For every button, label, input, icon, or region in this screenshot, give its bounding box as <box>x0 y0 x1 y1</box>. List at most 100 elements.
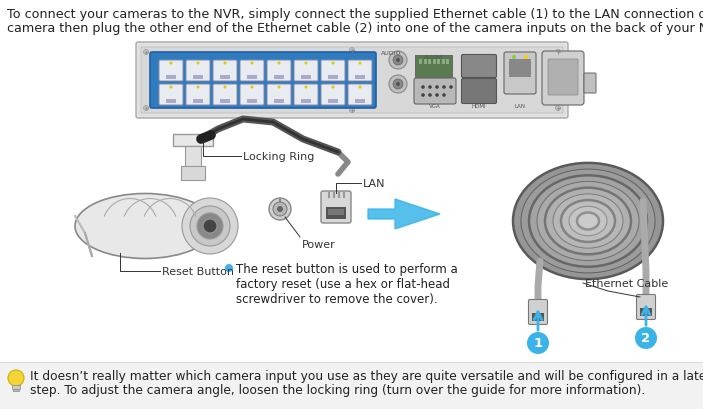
FancyBboxPatch shape <box>348 85 372 106</box>
FancyBboxPatch shape <box>294 61 318 82</box>
Ellipse shape <box>553 194 623 249</box>
FancyBboxPatch shape <box>415 56 452 78</box>
Bar <box>326 207 346 220</box>
FancyBboxPatch shape <box>213 85 237 106</box>
Circle shape <box>225 264 233 272</box>
Circle shape <box>396 59 400 63</box>
Circle shape <box>304 62 307 65</box>
Bar <box>328 100 338 104</box>
Ellipse shape <box>513 164 663 279</box>
Circle shape <box>349 108 354 113</box>
FancyBboxPatch shape <box>321 85 345 106</box>
Text: LAN: LAN <box>363 179 385 189</box>
Bar <box>193 76 203 80</box>
Bar <box>428 60 431 65</box>
Circle shape <box>277 207 283 213</box>
Bar <box>274 100 284 104</box>
Circle shape <box>143 106 148 111</box>
Circle shape <box>527 332 549 354</box>
Circle shape <box>396 83 400 87</box>
Text: 1: 1 <box>534 337 543 350</box>
Circle shape <box>269 198 291 220</box>
Circle shape <box>304 86 307 89</box>
FancyBboxPatch shape <box>141 48 563 114</box>
FancyBboxPatch shape <box>186 61 210 82</box>
FancyBboxPatch shape <box>294 85 318 106</box>
Bar <box>220 100 230 104</box>
Circle shape <box>182 198 238 254</box>
Circle shape <box>273 202 287 216</box>
Bar <box>220 76 230 80</box>
Circle shape <box>169 62 172 65</box>
Bar <box>437 60 440 65</box>
Circle shape <box>332 62 335 65</box>
Circle shape <box>169 86 172 89</box>
Bar <box>301 76 311 80</box>
Bar <box>640 308 652 316</box>
FancyBboxPatch shape <box>461 79 496 104</box>
Circle shape <box>359 86 361 89</box>
Text: Reset Button: Reset Button <box>162 266 234 276</box>
Circle shape <box>524 56 528 60</box>
Text: camera then plug the other end of the Ethernet cable (2) into one of the camera : camera then plug the other end of the Et… <box>7 22 703 35</box>
Bar <box>355 76 365 80</box>
Circle shape <box>332 86 335 89</box>
Circle shape <box>635 327 657 349</box>
FancyBboxPatch shape <box>414 79 456 105</box>
Circle shape <box>224 62 226 65</box>
Ellipse shape <box>569 207 607 236</box>
Bar <box>432 60 435 65</box>
Circle shape <box>393 56 403 66</box>
Circle shape <box>393 80 403 90</box>
Bar <box>274 76 284 80</box>
Bar <box>423 60 427 65</box>
Bar <box>328 76 338 80</box>
FancyBboxPatch shape <box>240 85 264 106</box>
Ellipse shape <box>577 213 599 230</box>
Circle shape <box>197 86 200 89</box>
Bar <box>446 60 449 65</box>
Bar <box>181 166 205 180</box>
Text: Ethernet Cable: Ethernet Cable <box>585 278 669 288</box>
Circle shape <box>203 220 217 234</box>
Circle shape <box>389 76 407 94</box>
Circle shape <box>442 94 446 98</box>
FancyBboxPatch shape <box>348 61 372 82</box>
Text: Power: Power <box>302 239 336 249</box>
Circle shape <box>8 370 24 386</box>
Text: The reset button is used to perform a
factory reset (use a hex or flat-head
scre: The reset button is used to perform a fa… <box>236 262 458 305</box>
Ellipse shape <box>537 182 639 261</box>
Ellipse shape <box>75 194 215 259</box>
Text: HDMI: HDMI <box>472 104 486 109</box>
Circle shape <box>428 94 432 98</box>
FancyBboxPatch shape <box>159 61 183 82</box>
Circle shape <box>250 86 254 89</box>
Bar <box>301 100 311 104</box>
Polygon shape <box>368 200 440 229</box>
FancyBboxPatch shape <box>159 85 183 106</box>
Circle shape <box>197 62 200 65</box>
Circle shape <box>349 48 354 53</box>
Circle shape <box>449 86 453 90</box>
FancyBboxPatch shape <box>584 74 596 94</box>
Bar <box>247 100 257 104</box>
Circle shape <box>224 86 226 89</box>
Circle shape <box>421 94 425 98</box>
FancyBboxPatch shape <box>504 53 536 95</box>
Circle shape <box>421 86 425 90</box>
FancyBboxPatch shape <box>461 55 496 78</box>
Text: 2: 2 <box>641 332 650 345</box>
FancyBboxPatch shape <box>136 43 568 119</box>
Text: ALARM: ALARM <box>423 55 442 60</box>
Bar <box>0 362 703 409</box>
FancyBboxPatch shape <box>548 60 578 96</box>
Circle shape <box>512 56 516 60</box>
Bar <box>509 60 531 78</box>
Ellipse shape <box>521 170 655 273</box>
Bar <box>441 60 444 65</box>
FancyBboxPatch shape <box>321 191 351 223</box>
FancyBboxPatch shape <box>636 295 655 320</box>
Circle shape <box>442 86 446 90</box>
FancyBboxPatch shape <box>150 53 376 109</box>
FancyBboxPatch shape <box>542 52 584 106</box>
